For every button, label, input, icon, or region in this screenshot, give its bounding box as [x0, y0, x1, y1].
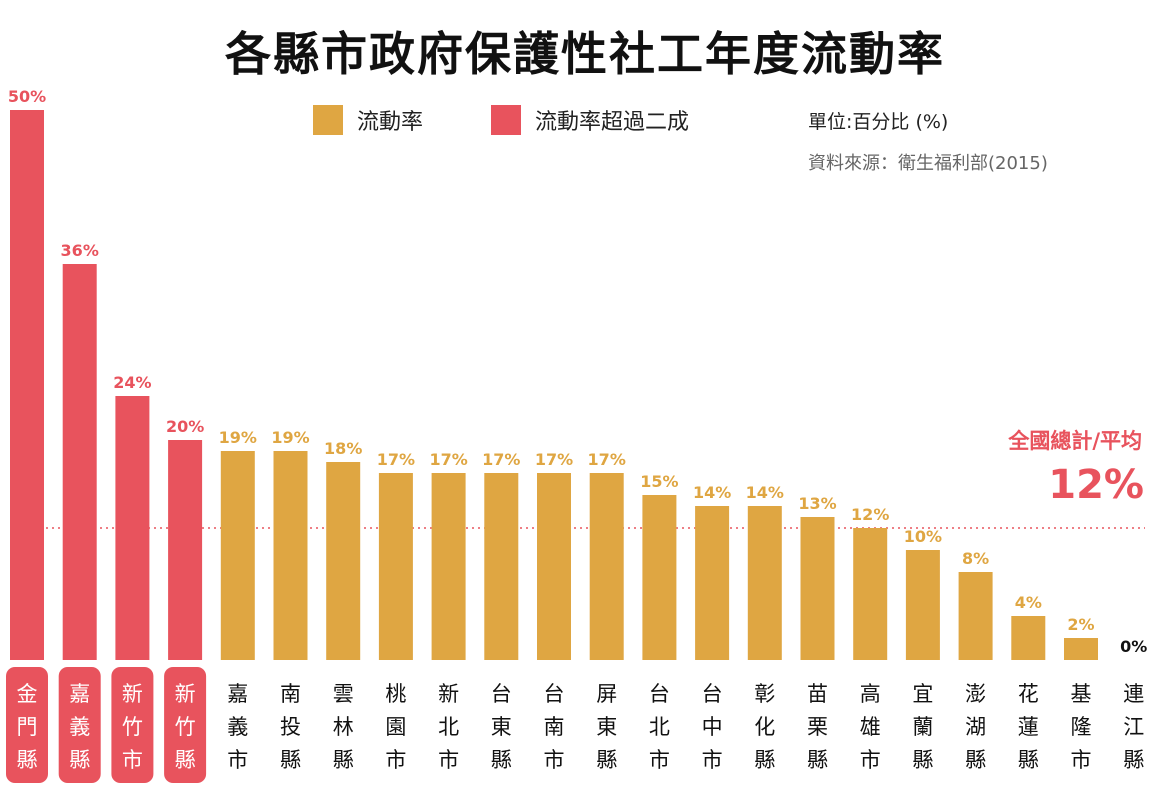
category-label: 嘉義市 — [227, 682, 248, 772]
bar-value-label: 14% — [693, 483, 731, 502]
bar — [905, 550, 940, 660]
category-highlight-box — [6, 667, 48, 783]
category-label: 雲林縣 — [333, 682, 354, 772]
bar-value-label: 4% — [1015, 593, 1042, 612]
bar — [537, 473, 571, 660]
bar — [484, 473, 519, 660]
category-label: 宜蘭縣 — [912, 682, 933, 772]
category-label: 花蓮縣 — [1018, 682, 1039, 772]
unit-note: 單位:百分比 (%) — [808, 111, 949, 133]
bar — [10, 110, 44, 660]
category-label: 金門縣 — [17, 682, 38, 772]
bar-value-label: 20% — [166, 417, 204, 436]
legend-item-normal: 流動率 — [313, 104, 423, 136]
bar — [853, 528, 888, 660]
bar — [62, 264, 97, 660]
category-highlight-box — [111, 667, 154, 783]
bar — [378, 473, 413, 660]
category-label: 台北市 — [649, 682, 670, 772]
category-label: 高雄市 — [860, 682, 881, 772]
legend-swatch-normal — [313, 105, 343, 135]
legend-item-high: 流動率超過二成 — [491, 104, 689, 136]
bar — [326, 462, 361, 660]
category-label: 南投縣 — [280, 682, 301, 772]
bar — [220, 451, 255, 660]
category-label: 台東縣 — [491, 682, 512, 772]
category-label: 屏東縣 — [596, 682, 617, 772]
category-label: 新竹市 — [122, 682, 143, 772]
bar-value-label: 17% — [377, 450, 415, 469]
category-label: 台南市 — [544, 682, 565, 772]
bar-value-label: 15% — [640, 472, 678, 491]
bar-value-label: 8% — [962, 549, 989, 568]
category-label: 連江縣 — [1123, 682, 1144, 772]
legend-label-normal: 流動率 — [357, 110, 424, 135]
bar-value-label: 17% — [535, 450, 573, 469]
bar — [695, 506, 730, 660]
bar — [273, 451, 308, 660]
average-value: 12% — [1048, 462, 1144, 508]
legend: 流動率 流動率超過二成 — [313, 104, 757, 136]
category-label: 澎湖縣 — [965, 682, 986, 772]
category-label: 基隆市 — [1071, 682, 1092, 772]
bar-value-label: 0% — [1120, 637, 1147, 656]
bar — [958, 572, 993, 660]
bar — [589, 473, 624, 660]
bar-value-label: 12% — [851, 505, 889, 524]
bar-value-label: 19% — [219, 428, 257, 447]
bar-value-label: 19% — [271, 428, 309, 447]
category-label: 苗栗縣 — [807, 682, 828, 772]
legend-label-high: 流動率超過二成 — [535, 110, 690, 135]
bar — [642, 495, 677, 660]
bar-value-label: 50% — [8, 87, 46, 106]
legend-swatch-high — [491, 105, 522, 135]
category-label: 新竹縣 — [175, 682, 196, 772]
category-highlight-box — [164, 667, 207, 783]
bar-value-label: 17% — [588, 450, 626, 469]
category-label: 彰化縣 — [754, 682, 775, 772]
bar — [431, 473, 466, 660]
category-label: 台中市 — [702, 682, 723, 772]
bar — [747, 506, 782, 660]
category-highlight-box — [58, 667, 101, 783]
chart-title: 各縣市政府保護性社工年度流動率 — [225, 27, 945, 81]
bar — [800, 517, 835, 660]
bar-value-label: 36% — [61, 241, 99, 260]
bar — [1011, 616, 1046, 660]
category-label: 新北市 — [438, 682, 459, 772]
category-label: 嘉義縣 — [69, 682, 90, 772]
bar-value-label: 2% — [1067, 615, 1094, 634]
source-note: 資料來源：衛生福利部(2015) — [808, 153, 1048, 174]
bar-value-label: 14% — [746, 483, 784, 502]
average-label: 全國總計/平均 — [1008, 429, 1142, 453]
bar-value-label: 18% — [324, 439, 362, 458]
bar-value-label: 17% — [482, 450, 520, 469]
bar-value-label: 10% — [904, 527, 942, 546]
bar-value-label: 24% — [113, 373, 151, 392]
bar — [115, 396, 150, 660]
bar-value-label: 13% — [798, 494, 836, 513]
bar — [1064, 638, 1098, 660]
category-label: 桃園市 — [385, 682, 406, 772]
bar — [168, 440, 203, 660]
bar-value-label: 17% — [429, 450, 467, 469]
